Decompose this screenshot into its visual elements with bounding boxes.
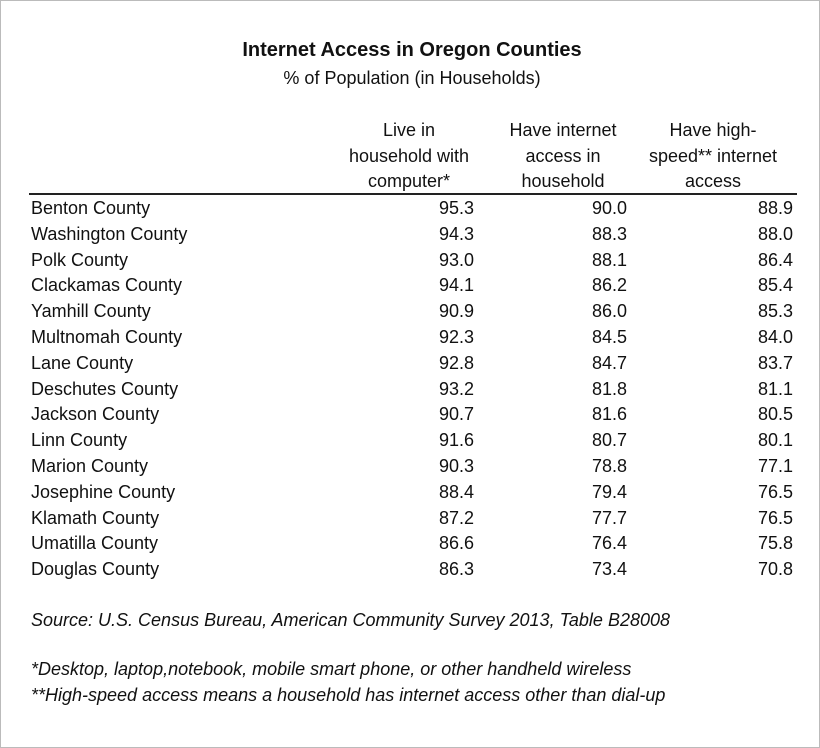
cell: 86.6 [438,533,474,554]
cell: 88.4 [438,481,474,502]
cell: 83.7 [757,352,793,373]
cell: 85.3 [757,301,793,322]
source: Source: U.S. Census Bureau, American Com… [31,610,670,630]
cell: 81.1 [757,378,793,399]
row-label: Lane County [31,352,134,373]
cell: 73.4 [591,559,627,580]
cell: 77.7 [591,507,627,528]
header-rule [29,193,797,195]
row-label: Clackamas County [31,275,183,296]
cell: 90.9 [438,301,474,322]
row-label: Josephine County [31,481,176,502]
row-label: Douglas County [31,559,160,580]
cell: 81.6 [591,404,627,425]
cell: 88.3 [591,223,627,244]
cell: 77.1 [757,456,793,476]
cell: 93.0 [438,249,474,270]
cell: 84.7 [591,352,627,373]
row-label: Benton County [31,198,151,218]
cell: 79.4 [591,481,627,502]
cell: 76.4 [591,533,627,554]
row-label: Linn County [31,430,128,451]
column-header: household [521,171,605,191]
cell: 90.3 [438,456,474,476]
cell: 87.2 [438,507,474,528]
row-label: Umatilla County [31,533,159,554]
cell: 90.0 [591,198,627,218]
row-label: Marion County [31,456,149,476]
cell: 80.5 [757,404,793,425]
cell: 95.3 [438,198,474,218]
footnote: **High-speed access means a household ha… [31,685,666,705]
cell: 70.8 [757,559,793,580]
row-label: Klamath County [31,507,160,528]
cell: 75.8 [757,533,793,554]
cell: 80.1 [757,430,793,451]
row-label: Jackson County [31,404,160,425]
column-header: access [684,171,742,191]
cell: 86.3 [438,559,474,580]
column-header: computer* [367,171,451,191]
column-header: Have high- [669,120,757,140]
subtitle: % of Population (in Households) [283,68,541,88]
footnote: *Desktop, laptop,notebook, mobile smart … [31,659,632,679]
cell: 94.1 [438,275,474,296]
cell: 86.4 [757,249,793,270]
column-header: Have internet [509,120,617,140]
column-header: access in [525,145,601,166]
column-header: Live in [382,120,436,140]
cell: 85.4 [757,275,793,296]
cell: 76.5 [757,507,793,528]
cell: 80.7 [591,430,627,451]
cell: 92.8 [438,352,474,373]
cell: 90.7 [438,404,474,425]
cell: 86.0 [591,301,627,322]
cell: 84.5 [591,327,627,347]
cell: 84.0 [757,327,793,347]
cell: 86.2 [591,275,627,296]
cell: 93.2 [438,378,474,399]
cell: 76.5 [757,481,793,502]
row-label: Polk County [31,249,129,270]
cell: 88.9 [757,198,793,218]
column-header: household with [348,145,470,166]
cell: 81.8 [591,378,627,399]
cell: 92.3 [438,327,474,347]
title: Internet Access in Oregon Counties [242,39,582,61]
row-label: Deschutes County [31,378,179,399]
cell: 91.6 [438,430,474,451]
row-label: Washington County [31,223,188,244]
cell: 88.1 [591,249,627,270]
row-label: Yamhill County [31,301,151,322]
cell: 88.0 [757,223,793,244]
cell: 78.8 [591,456,627,476]
cell: 94.3 [438,223,474,244]
column-header: speed** internet [648,145,778,166]
row-label: Multnomah County [31,327,183,347]
